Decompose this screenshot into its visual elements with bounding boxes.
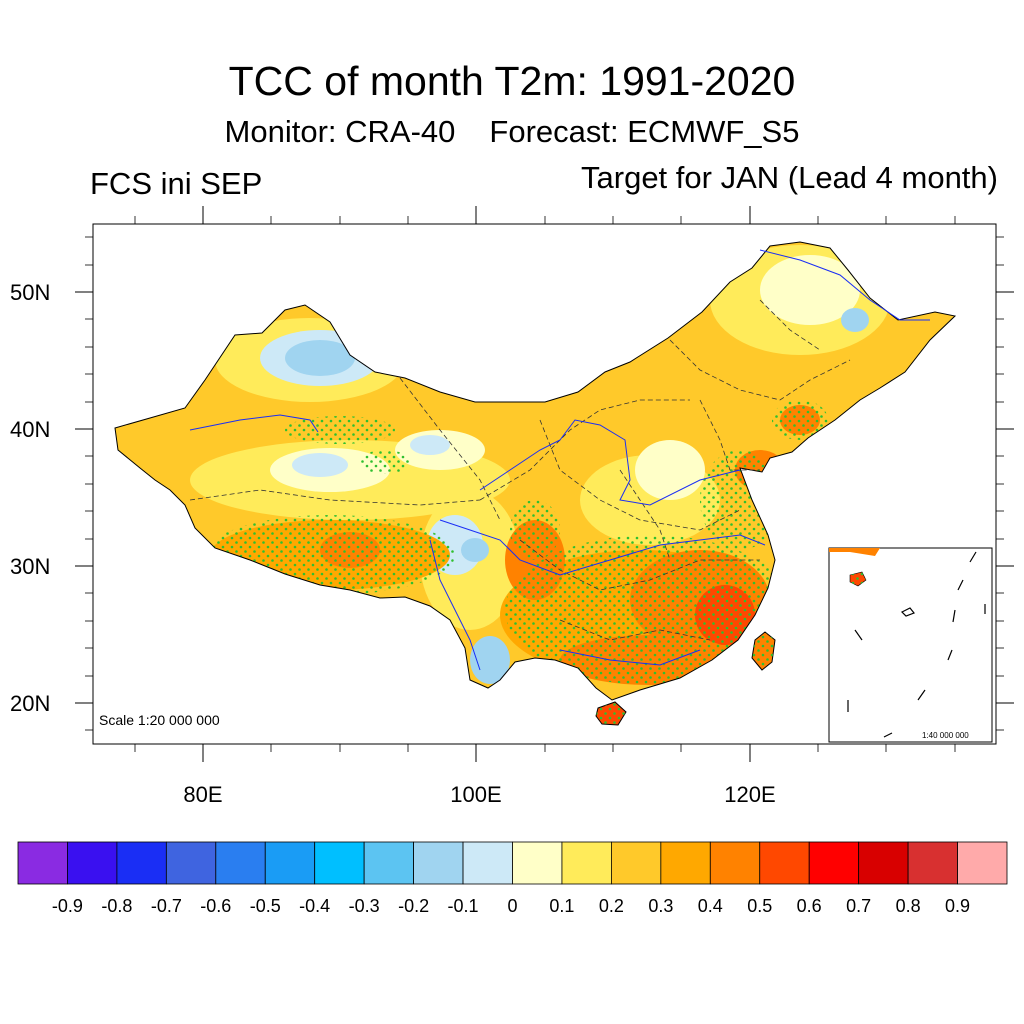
colorbar-swatch bbox=[611, 841, 662, 885]
x-tick-label: 120E bbox=[724, 782, 776, 807]
frame-minor-ticks bbox=[85, 216, 1004, 752]
colorbar-swatch bbox=[759, 841, 810, 885]
colorbar-swatch bbox=[462, 841, 513, 885]
chart-title: TCC of month T2m: 1991-2020 bbox=[228, 58, 796, 104]
colorbar-tick-label: -0.1 bbox=[447, 896, 479, 916]
colorbar-swatch bbox=[561, 841, 612, 885]
colorbar-tick-label: 0.9 bbox=[945, 896, 971, 916]
colorbar-swatch bbox=[67, 841, 118, 885]
colorbar-swatch bbox=[314, 841, 365, 885]
monitor-label: Monitor: CRA-40 bbox=[224, 114, 456, 149]
south-china-sea-inset: 1:40 000 000 bbox=[828, 547, 993, 743]
colorbar-swatch bbox=[512, 841, 563, 885]
colorbar-swatch bbox=[17, 841, 68, 885]
colorbar-tick-label: 0.2 bbox=[598, 896, 624, 916]
colorbar-tick-label: -0.9 bbox=[51, 896, 83, 916]
colorbar-tick-label: -0.2 bbox=[398, 896, 430, 916]
province-borders bbox=[189, 299, 851, 641]
colorbar-tick-label: 0.1 bbox=[549, 896, 575, 916]
colorbar-tick-label: -0.6 bbox=[200, 896, 232, 916]
frame-ticks bbox=[75, 206, 1014, 762]
target-label: Target for JAN (Lead 4 month) bbox=[581, 160, 998, 195]
colorbar bbox=[17, 841, 1008, 885]
colorbar-tick-label: -0.3 bbox=[348, 896, 380, 916]
y-tick-label: 30N bbox=[10, 554, 51, 579]
y-tick-label: 50N bbox=[10, 280, 51, 305]
colorbar-swatch bbox=[363, 841, 414, 885]
colorbar-swatch bbox=[957, 841, 1008, 885]
colorbar-tick-label: 0.4 bbox=[697, 896, 723, 916]
forecast-label: Forecast: ECMWF_S5 bbox=[489, 114, 800, 149]
rivers bbox=[189, 249, 930, 671]
inset-scale-label: 1:40 000 000 bbox=[922, 731, 969, 740]
colorbar-swatch bbox=[709, 841, 761, 885]
x-tick-label: 100E bbox=[450, 782, 502, 807]
colorbar-swatch bbox=[858, 841, 909, 885]
y-tick-label: 40N bbox=[10, 417, 51, 442]
map-scale-label: Scale 1:20 000 000 bbox=[99, 712, 220, 728]
y-tick-label: 20N bbox=[10, 691, 51, 716]
colorbar-swatch bbox=[264, 841, 316, 885]
x-tick-label: 80E bbox=[183, 782, 223, 807]
colorbar-tick-label: 0.6 bbox=[796, 896, 822, 916]
colorbar-swatch bbox=[165, 841, 217, 885]
colorbar-tick-label: -0.4 bbox=[299, 896, 331, 916]
colorbar-swatch bbox=[660, 841, 711, 885]
colorbar-tick-label: 0.8 bbox=[895, 896, 921, 916]
colorbar-swatch bbox=[215, 841, 266, 885]
colorbar-tick-label: 0.5 bbox=[747, 896, 773, 916]
colorbar-swatch bbox=[413, 841, 464, 885]
country-border bbox=[114, 241, 957, 701]
chart-subtitle: Monitor: CRA-40 Forecast: ECMWF_S5 bbox=[0, 114, 1024, 150]
colorbar-tick-label: 0.3 bbox=[648, 896, 674, 916]
colorbar-tick-label: 0 bbox=[507, 896, 518, 916]
colorbar-tick-label: -0.8 bbox=[101, 896, 133, 916]
colorbar-swatch bbox=[116, 841, 167, 885]
colorbar-tick-label: -0.7 bbox=[150, 896, 182, 916]
colorbar-swatch bbox=[808, 841, 860, 885]
colorbar-swatch bbox=[907, 841, 958, 885]
init-label: FCS ini SEP bbox=[90, 166, 263, 201]
colorbar-tick-label: -0.5 bbox=[249, 896, 281, 916]
colorbar-tick-label: 0.7 bbox=[846, 896, 872, 916]
